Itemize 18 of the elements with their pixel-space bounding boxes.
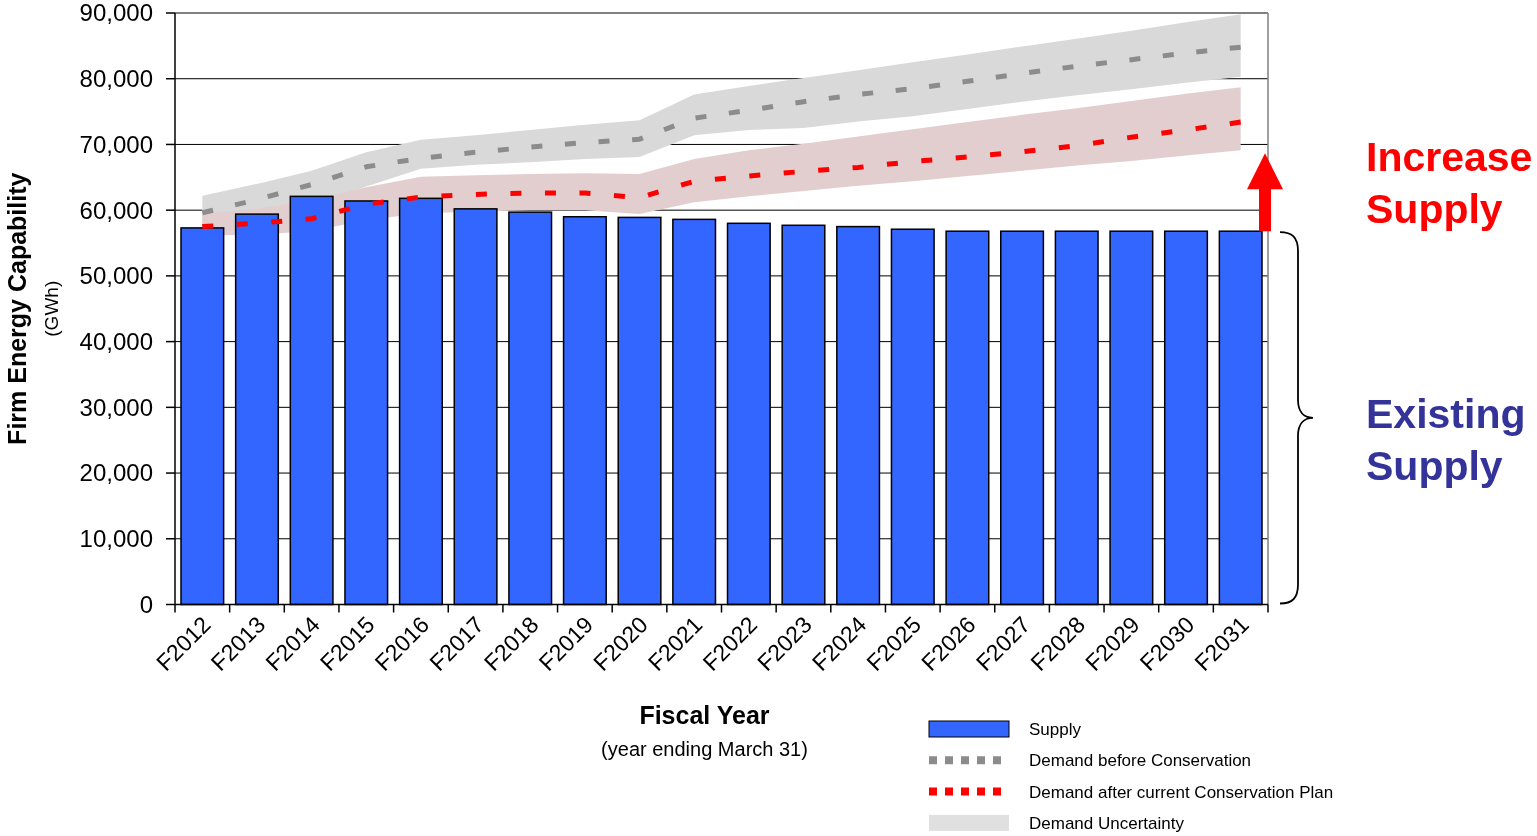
text: Increase Supply [1366, 134, 1533, 233]
x-axis-title: Fiscal Year (year ending March 31) [601, 701, 808, 760]
y-tick-label: 30,000 [79, 393, 153, 421]
legend-label: Supply [1029, 719, 1082, 739]
y-tick-label: 90,000 [79, 0, 153, 27]
text: Demand Uncertainty [1029, 813, 1185, 833]
y-tick-label: 70,000 [79, 130, 153, 158]
y-tick-label: 60,000 [79, 196, 153, 224]
legend-label: Demand before Conservation [1029, 751, 1252, 771]
y-tick-label: 40,000 [79, 328, 153, 356]
y-tick-label: 20,000 [79, 459, 153, 487]
y-tick-label: 80,000 [79, 65, 153, 93]
y-axis-title: Firm Energy Capability (GWh) [3, 172, 62, 445]
y-tick-label: 50,000 [79, 262, 153, 290]
text: Existing Supply [1366, 390, 1526, 489]
y-tick-label: 0 [139, 590, 153, 618]
y-tick-label: 10,000 [79, 525, 153, 553]
legend-label: Demand after current Conservation Plan [1029, 782, 1334, 802]
